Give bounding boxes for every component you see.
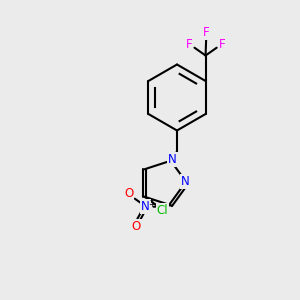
Text: +: + [148,200,156,209]
Text: N: N [181,175,190,188]
Text: O: O [132,220,141,233]
Text: -: - [150,195,154,205]
Text: N: N [141,200,150,213]
Text: O: O [124,187,134,200]
Text: N: N [168,153,177,166]
Text: F: F [186,38,192,51]
Text: Cl: Cl [157,204,168,217]
Text: F: F [203,26,209,40]
Text: F: F [219,38,225,51]
